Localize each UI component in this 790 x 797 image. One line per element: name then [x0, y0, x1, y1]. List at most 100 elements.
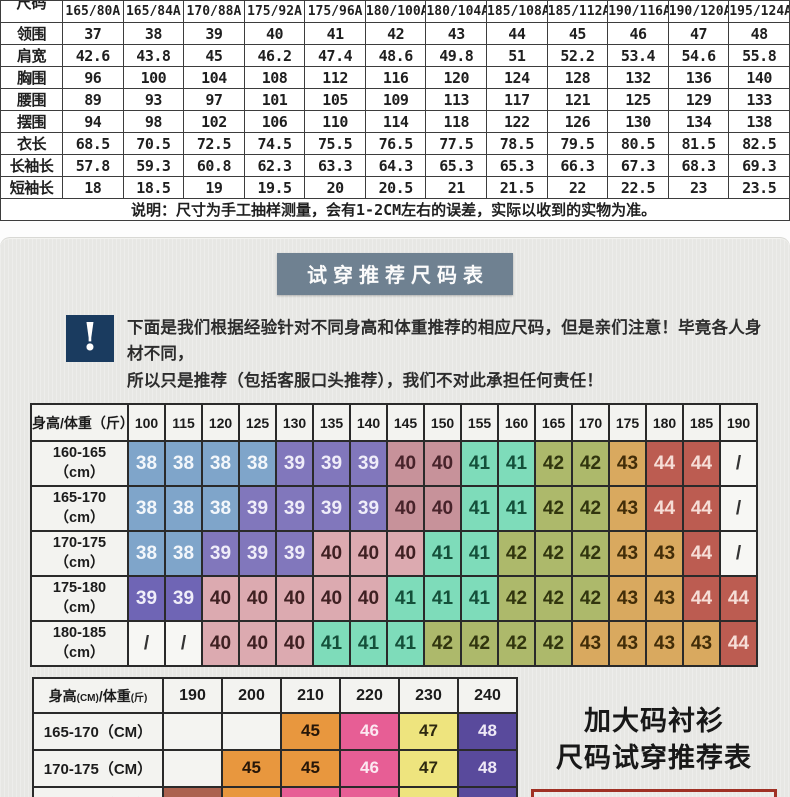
- size-column-header: 175/92A: [243, 0, 306, 23]
- recommended-size-cell: 40: [312, 575, 351, 623]
- size-column-header: 180/104A: [425, 0, 488, 23]
- height-row: 165-170（cm） 38 38 38 39 39 39 39 40 40 41 41 42 42 43 4…: [30, 485, 758, 533]
- weight-column-header: 150: [423, 403, 462, 443]
- size-corner-cell: 尺码: [0, 0, 63, 23]
- recommended-size-cell: 43: [608, 440, 647, 488]
- measurement-value: 102: [183, 110, 245, 133]
- recommended-size-cell: 39: [127, 575, 166, 623]
- warning-text: 下面是我们根据经验针对不同身高和体重推荐的相应尺码，但是亲们注意！毕竟各人身材不…: [127, 315, 770, 394]
- plus-size-cell: [221, 711, 282, 751]
- recommended-size-cell: 44: [682, 440, 721, 488]
- measurement-value: 109: [364, 88, 427, 111]
- recommended-size-cell: 43: [645, 530, 684, 578]
- recommended-size-cell: 42: [534, 575, 573, 623]
- size-column-header: 165/80A: [62, 0, 124, 23]
- measurement-value: 136: [667, 66, 730, 89]
- recommended-size-cell: 38: [238, 440, 277, 488]
- measurement-value: 113: [425, 88, 488, 111]
- measurement-value: 19.5: [243, 176, 306, 199]
- weight-column-header: 165: [534, 403, 573, 443]
- size-column-header: 190/120A: [667, 0, 730, 23]
- measurement-value: 121: [546, 88, 609, 111]
- measurement-value: 18.5: [122, 176, 185, 199]
- measurement-value: 23: [667, 176, 730, 199]
- warning-row: ! 下面是我们根据经验针对不同身高和体重推荐的相应尺码，但是亲们注意！毕竟各人身…: [66, 315, 770, 394]
- measurement-value: 132: [607, 66, 669, 89]
- measurement-value: 54.6: [667, 44, 730, 67]
- measurement-value: 46.2: [243, 44, 306, 67]
- measurement-value: 65.3: [486, 154, 548, 177]
- recommended-size-cell: 44: [645, 440, 684, 488]
- weight-column-header: 155: [460, 403, 499, 443]
- measurement-value: 81.5: [667, 132, 730, 155]
- recommended-size-cell: 41: [460, 485, 499, 533]
- recommended-size-cell: 42: [497, 620, 536, 668]
- recommended-size-cell: 41: [386, 620, 425, 668]
- recommended-size-cell: 38: [127, 530, 166, 578]
- measurement-value: 128: [546, 66, 609, 89]
- measurement-value: 117: [486, 88, 548, 111]
- recommended-size-cell: 38: [127, 485, 166, 533]
- measurement-value: 67.3: [607, 154, 669, 177]
- warning-line-2: 所以只是推荐（包括客服口头推荐），我们不对此承担任何责任！: [127, 371, 604, 390]
- recommended-size-cell: 42: [571, 485, 610, 533]
- plus-height-label: 170-175（CM）: [32, 748, 164, 788]
- recommended-size-cell: 40: [275, 620, 314, 668]
- measurement-value: 106: [243, 110, 306, 133]
- measurement-row: 胸围 96 100 104 108 112 116 120 124 128 132 136 140: [0, 66, 790, 89]
- measurement-value: 75.5: [304, 132, 366, 155]
- measurement-label: 肩宽: [0, 44, 63, 67]
- plus-size-cell: 46: [339, 711, 400, 751]
- recommended-size-cell: 40: [349, 575, 388, 623]
- measurement-label: 长袖长: [0, 154, 63, 177]
- measurement-value: 133: [728, 88, 790, 111]
- measurement-value: 53.4: [607, 44, 669, 67]
- recommended-size-cell: 43: [682, 620, 721, 668]
- plus-size-cell: 46: [280, 785, 341, 797]
- measurement-value: 97: [183, 88, 245, 111]
- measurement-row: 衣长 68.5 70.5 72.5 74.5 75.5 76.5 77.5 78.5 79.5 80…: [0, 132, 790, 155]
- recommended-size-cell: 43: [608, 575, 647, 623]
- size-recommend-grid: 身高/体重（斤） 100 115 120 125 130 135 140 145 150 155 16…: [30, 403, 758, 668]
- measurement-value: 118: [425, 110, 488, 133]
- measurement-value: 134: [667, 110, 730, 133]
- weight-column-header: 180: [645, 403, 684, 443]
- measurement-value: 39: [183, 22, 245, 45]
- measurement-value: 19: [183, 176, 245, 199]
- weight-column-header: 120: [201, 403, 240, 443]
- measurement-value: 51: [486, 44, 548, 67]
- measurement-value: 60.8: [183, 154, 245, 177]
- size-column-header: 165/84A: [122, 0, 185, 23]
- recommended-size-cell: 42: [423, 620, 462, 668]
- recommended-size-cell: 38: [201, 440, 240, 488]
- recommended-size-cell: 42: [571, 575, 610, 623]
- plus-size-caption: 加大码衬衫 尺码试穿推荐表 请认真对照尺码表和推 荐表来寻找自己的尺码: [518, 677, 790, 797]
- recommended-size-cell: 41: [460, 440, 499, 488]
- recommended-size-cell: 39: [275, 530, 314, 578]
- weight-column-header: 170: [571, 403, 610, 443]
- plus-weight-header: 210: [280, 677, 341, 714]
- plus-corner-header: 身高(CM)/体重(斤): [32, 677, 164, 714]
- measurement-value: 89: [62, 88, 124, 111]
- recommended-size-cell: 40: [201, 620, 240, 668]
- plus-weight-header: 240: [457, 677, 518, 714]
- measurement-value: 105: [304, 88, 366, 111]
- plus-size-cell: 46: [339, 748, 400, 788]
- recommended-size-cell: 41: [386, 575, 425, 623]
- measurement-label: 摆围: [0, 110, 63, 133]
- height-range-label: 175-180（cm）: [30, 575, 129, 623]
- measurement-label: 衣长: [0, 132, 63, 155]
- height-row: 180-185（cm） //40 40 40 41 41 41 42 42 42 42 43 43 43 4…: [30, 620, 758, 668]
- measurement-value: 20: [304, 176, 366, 199]
- recommended-size-cell: 39: [275, 485, 314, 533]
- size-column-header: 195/124A: [728, 0, 790, 23]
- recommended-size-cell: 38: [127, 440, 166, 488]
- recommended-size-cell: 42: [534, 440, 573, 488]
- measurement-value: 55.8: [728, 44, 790, 67]
- plus-size-cell: 48: [457, 711, 518, 751]
- measurement-value: 48: [728, 22, 790, 45]
- recommended-size-cell: 40: [275, 575, 314, 623]
- measurement-value: 23.5: [728, 176, 790, 199]
- size-spec-table: 尺码 165/80A 165/84A 170/88A 175/92A 175/96A 180…: [0, 0, 790, 221]
- recommended-size-cell: 43: [645, 620, 684, 668]
